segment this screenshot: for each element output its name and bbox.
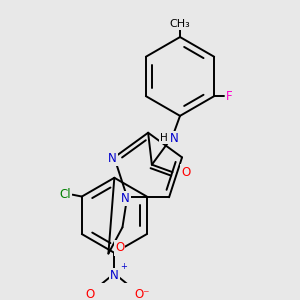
Text: N: N <box>110 269 119 282</box>
Text: O: O <box>115 242 124 254</box>
Text: O⁻: O⁻ <box>135 288 150 300</box>
Text: CH₃: CH₃ <box>169 19 190 29</box>
Text: H: H <box>160 134 168 143</box>
Text: O: O <box>85 288 94 300</box>
Text: O: O <box>181 166 190 179</box>
Text: F: F <box>226 90 232 103</box>
Text: N: N <box>170 132 179 145</box>
Text: Cl: Cl <box>59 188 71 201</box>
Text: +: + <box>120 262 127 271</box>
Text: N: N <box>108 152 117 165</box>
Text: N: N <box>121 192 130 205</box>
